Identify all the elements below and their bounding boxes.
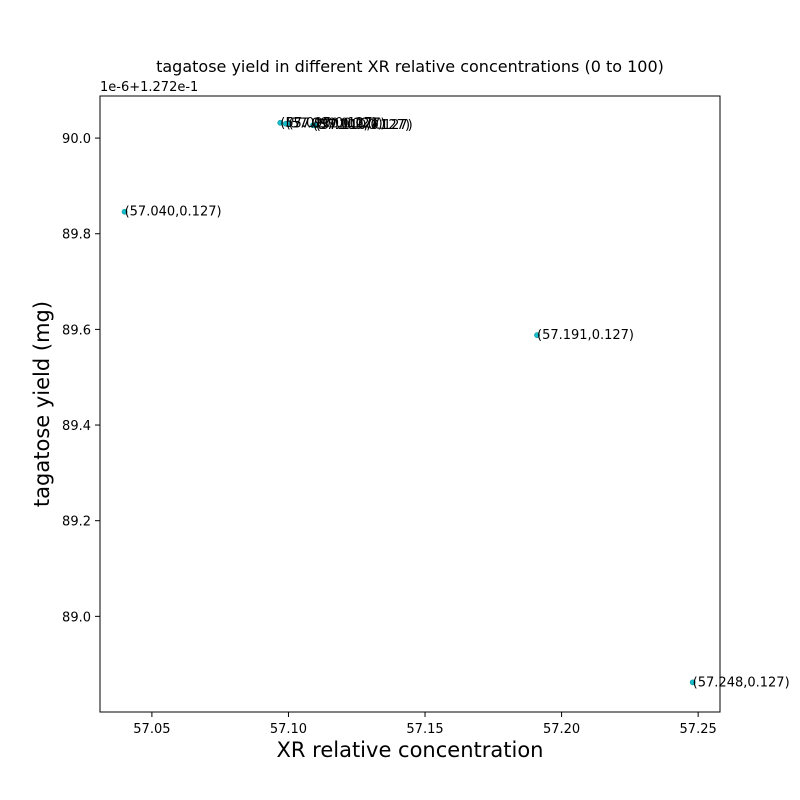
chart-title: tagatose yield in different XR relative …	[156, 57, 664, 76]
y-tick-label: 89.8	[62, 228, 91, 243]
data-point-label: (57.100,0.127)	[288, 117, 385, 132]
y-tick-label: 89.4	[62, 419, 91, 434]
y-axis-label: tagatose yield (mg)	[30, 301, 54, 507]
data-point-label: (57.248,0.127)	[693, 675, 790, 690]
x-tick-label: 57.25	[680, 722, 717, 737]
y-axis-ticks: 89.0 89.2 89.4 89.6 89.8 90.0	[62, 132, 100, 625]
y-tick-label: 89.0	[62, 610, 91, 625]
x-tick-label: 57.10	[270, 722, 307, 737]
data-point-label: (57.099,0.127)	[286, 117, 383, 132]
x-tick-label: 57.20	[543, 722, 580, 737]
data-point-label: (57.191,0.127)	[537, 328, 634, 343]
data-point-label: (57.097,0.127)	[280, 116, 377, 131]
data-point	[285, 120, 292, 127]
data-point	[689, 679, 696, 686]
plot-area-frame	[99, 95, 721, 713]
data-points	[121, 119, 696, 686]
data-labels: (57.040,0.127) (57.097,0.127)(57.099,0.12…	[125, 116, 790, 691]
data-point-label: (57.110,0.127)	[316, 118, 413, 133]
data-point	[277, 119, 284, 126]
y-tick-label: 89.6	[62, 323, 91, 338]
data-point-label: (57.040,0.127)	[125, 205, 222, 220]
x-tick-label: 57.05	[133, 722, 170, 737]
x-tick-label: 57.15	[406, 722, 443, 737]
y-tick-label: 89.2	[62, 515, 91, 530]
data-point	[534, 332, 540, 339]
y-tick-label: 90.0	[62, 132, 91, 147]
x-axis-ticks: 57.05 57.10 57.15 57.20 57.25	[133, 712, 717, 737]
data-point	[312, 122, 319, 129]
data-point	[121, 208, 128, 215]
y-axis-offset-label: 1e-6+1.272e-1	[100, 80, 198, 95]
x-axis-label: XR relative concentration	[277, 738, 544, 762]
data-point-label: (57.109,0.127)	[313, 118, 410, 133]
